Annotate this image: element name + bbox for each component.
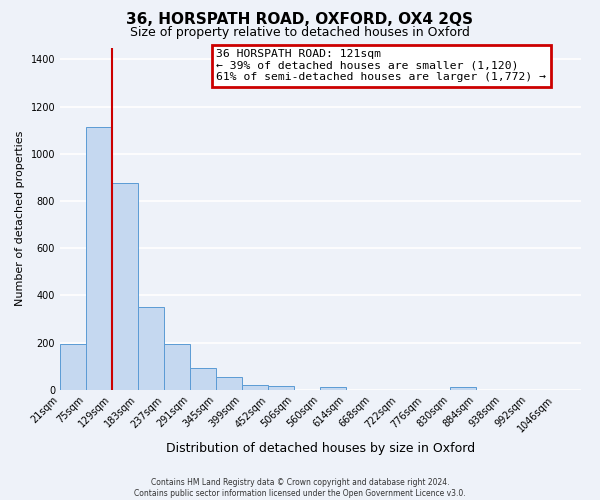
Bar [451, 386, 476, 390]
Bar [242, 384, 268, 390]
Bar [138, 306, 164, 390]
X-axis label: Distribution of detached houses by size in Oxford: Distribution of detached houses by size … [166, 442, 475, 455]
Bar [320, 386, 346, 390]
Text: 36, HORSPATH ROAD, OXFORD, OX4 2QS: 36, HORSPATH ROAD, OXFORD, OX4 2QS [127, 12, 473, 28]
Bar [190, 368, 216, 390]
Text: Contains HM Land Registry data © Crown copyright and database right 2024.
Contai: Contains HM Land Registry data © Crown c… [134, 478, 466, 498]
Y-axis label: Number of detached properties: Number of detached properties [15, 131, 25, 306]
Text: Size of property relative to detached houses in Oxford: Size of property relative to detached ho… [130, 26, 470, 39]
Bar [86, 126, 112, 390]
Bar [216, 378, 242, 390]
Text: 36 HORSPATH ROAD: 121sqm
← 39% of detached houses are smaller (1,120)
61% of sem: 36 HORSPATH ROAD: 121sqm ← 39% of detach… [216, 49, 546, 82]
Bar [268, 386, 294, 390]
Bar [164, 344, 190, 390]
Bar [112, 182, 138, 390]
Bar [60, 344, 86, 390]
